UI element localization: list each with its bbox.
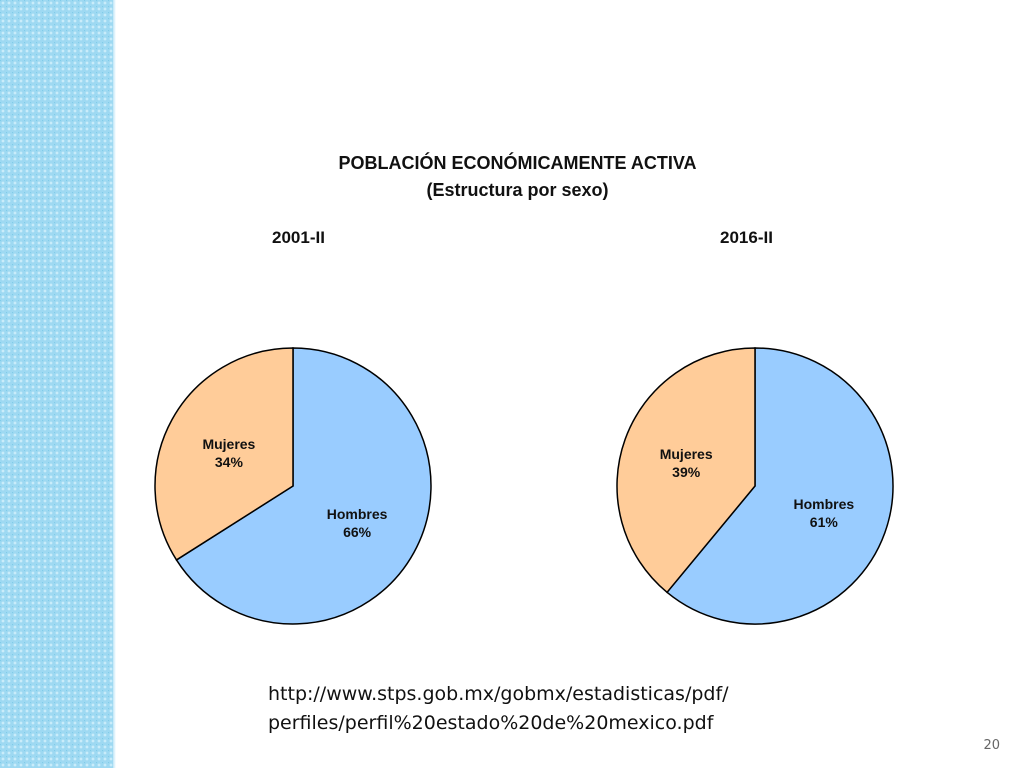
slice-value-mujeres: 34% <box>215 454 244 470</box>
slice-value-mujeres: 39% <box>672 464 701 480</box>
page-number: 20 <box>983 738 1000 753</box>
slice-label-hombres: Hombres <box>793 496 854 512</box>
title-line-1: POBLACIÓN ECONÓMICAMENTE ACTIVA <box>338 153 697 173</box>
pie-title-2001: 2001-II <box>272 228 325 247</box>
pie-slice-mujeres <box>154 347 294 561</box>
slice-value-hombres: 61% <box>810 514 839 530</box>
side-band-edge <box>113 0 116 768</box>
pie-slice-hombres <box>175 347 432 625</box>
slice-label-mujeres: Mujeres <box>660 446 713 462</box>
pie-title-2016: 2016-II <box>720 228 773 247</box>
slice-label-hombres: Hombres <box>327 506 388 522</box>
pie-slice-mujeres <box>616 347 756 594</box>
slice-value-hombres: 66% <box>343 524 372 540</box>
chart-title: POBLACIÓN ECONÓMICAMENTE ACTIVA (Estruct… <box>300 150 735 204</box>
source-citation: http://www.stps.gob.mx/gobmx/estadistica… <box>268 680 828 738</box>
pie-chart-2016: Hombres 61% Mujeres 39% <box>616 347 894 625</box>
pie-chart-2001: Hombres 66% Mujeres 34% <box>154 347 432 625</box>
pie-slice-hombres <box>665 347 894 625</box>
source-line-1: http://www.stps.gob.mx/gobmx/estadistica… <box>268 683 729 705</box>
slice-label-mujeres: Mujeres <box>202 436 255 452</box>
decorative-side-band <box>0 0 113 768</box>
source-line-2: perfiles/perfil%20estado%20de%20mexico.p… <box>268 712 714 734</box>
title-line-2: (Estructura por sexo) <box>426 180 609 200</box>
